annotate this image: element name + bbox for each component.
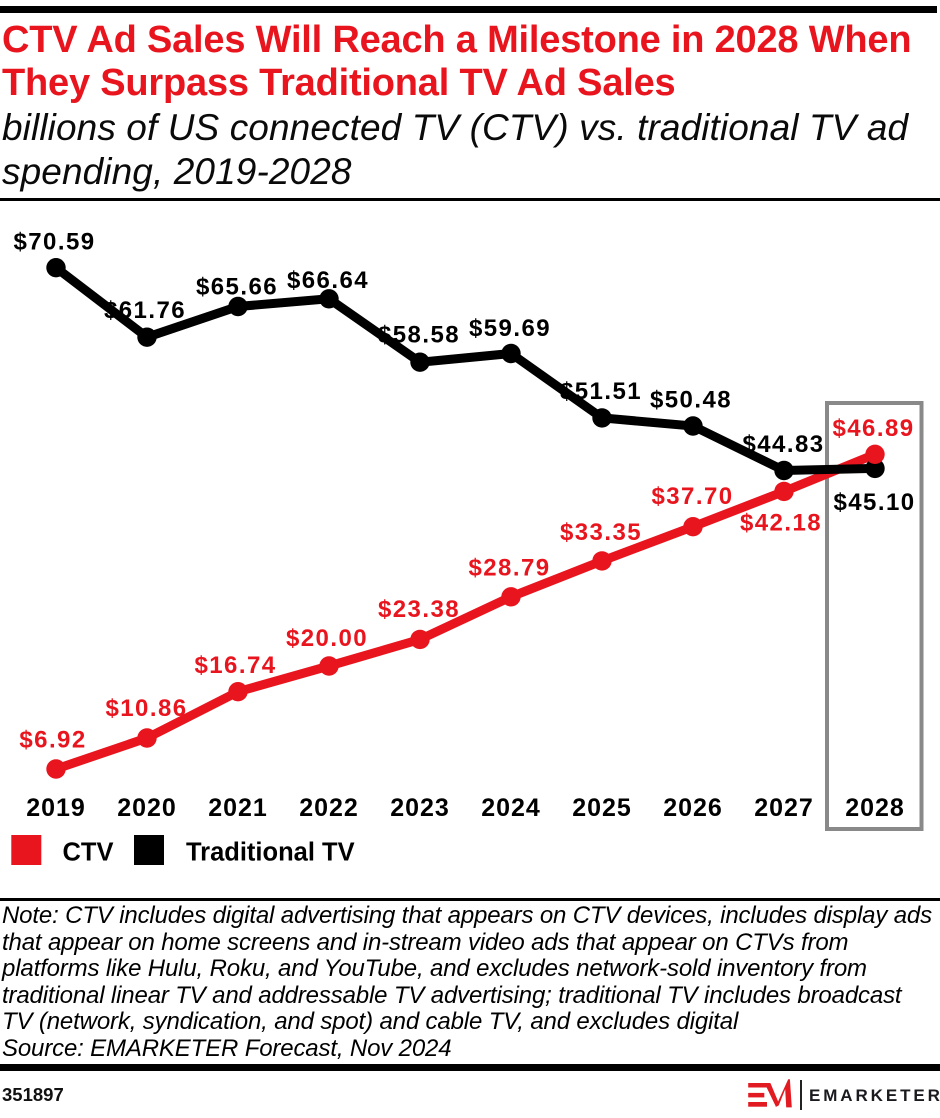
svg-text:2019: 2019 [26, 794, 86, 822]
svg-text:$37.70: $37.70 [651, 483, 733, 510]
svg-text:2023: 2023 [390, 794, 450, 822]
svg-text:$16.74: $16.74 [194, 652, 276, 679]
svg-text:2027: 2027 [754, 794, 814, 822]
svg-text:$28.79: $28.79 [468, 555, 550, 582]
svg-text:2021: 2021 [208, 794, 268, 822]
svg-text:$44.83: $44.83 [742, 431, 824, 458]
svg-text:2025: 2025 [572, 794, 632, 822]
svg-text:2026: 2026 [663, 794, 723, 822]
svg-text:$23.38: $23.38 [378, 596, 460, 623]
svg-text:$45.10: $45.10 [833, 489, 915, 516]
svg-text:$6.92: $6.92 [19, 726, 86, 753]
svg-text:$59.69: $59.69 [469, 315, 551, 342]
svg-text:$65.66: $65.66 [196, 274, 278, 301]
svg-text:$33.35: $33.35 [560, 519, 642, 546]
svg-text:CTV: CTV [63, 839, 114, 867]
svg-text:$66.64: $66.64 [287, 267, 369, 294]
svg-text:$51.51: $51.51 [560, 378, 642, 405]
svg-text:$42.18: $42.18 [740, 510, 822, 537]
svg-text:$50.48: $50.48 [650, 386, 732, 413]
svg-text:$20.00: $20.00 [286, 625, 368, 652]
svg-text:2024: 2024 [481, 794, 541, 822]
svg-text:Traditional TV: Traditional TV [186, 839, 355, 867]
svg-text:2022: 2022 [299, 794, 359, 822]
svg-text:$10.86: $10.86 [105, 695, 187, 722]
svg-text:$70.59: $70.59 [13, 228, 95, 255]
svg-text:$46.89: $46.89 [832, 415, 914, 442]
svg-text:2028: 2028 [845, 794, 905, 822]
svg-text:2020: 2020 [117, 794, 177, 822]
svg-text:$61.76: $61.76 [104, 297, 186, 324]
svg-text:$58.58: $58.58 [378, 322, 460, 349]
